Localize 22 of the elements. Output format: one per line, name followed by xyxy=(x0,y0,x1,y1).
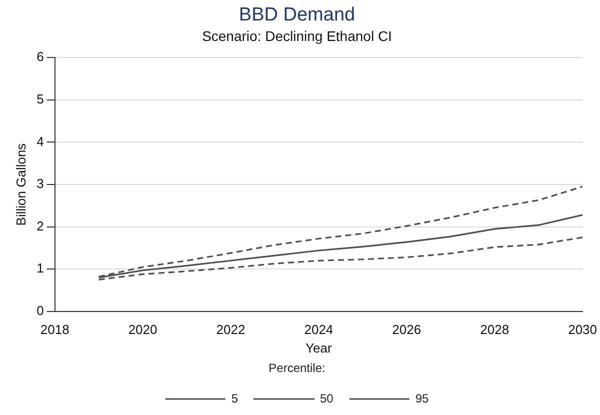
x-tick-label: 2022 xyxy=(216,322,246,337)
y-axis-title: Billion Gallons xyxy=(13,142,28,226)
legend-label: 50 xyxy=(320,391,334,406)
y-tick-label: 3 xyxy=(36,176,44,192)
legend-title: Percentile: xyxy=(268,360,326,375)
chart-title: BBD Demand xyxy=(238,4,356,26)
y-tick-label: 2 xyxy=(36,218,44,234)
x-tick-label: 2028 xyxy=(480,322,510,337)
x-tick-label: 2030 xyxy=(568,322,597,337)
y-tick-label: 5 xyxy=(36,91,44,106)
y-tick-label: 1 xyxy=(36,260,44,276)
x-tick-label: 2024 xyxy=(304,322,334,337)
x-axis-title: Year xyxy=(306,340,332,356)
legend-label: 5 xyxy=(231,391,238,406)
legend-label: 95 xyxy=(415,391,430,406)
x-tick-label: 2026 xyxy=(392,322,422,337)
x-tick-label: 2018 xyxy=(40,322,70,337)
y-tick-label: 0 xyxy=(36,302,44,318)
y-tick-label: 6 xyxy=(36,49,44,64)
chart-subtitle: Scenario: Declining Ethanol CI xyxy=(202,28,392,44)
y-tick-label: 4 xyxy=(36,134,44,149)
x-tick-label: 2020 xyxy=(128,322,158,337)
